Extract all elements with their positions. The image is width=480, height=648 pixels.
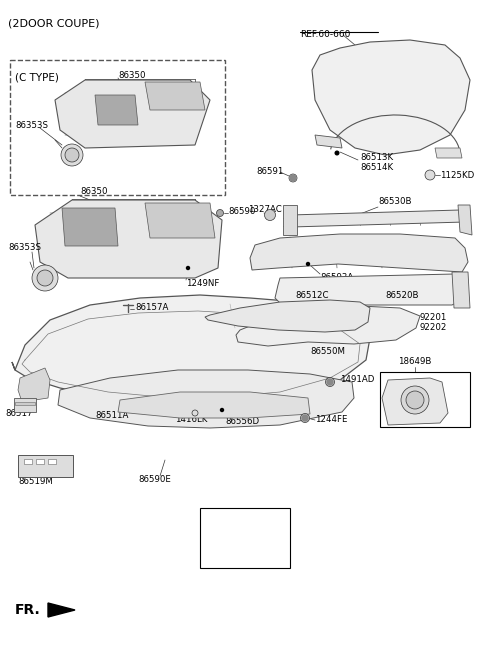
Text: 1249NF: 1249NF xyxy=(186,279,219,288)
Text: 86350: 86350 xyxy=(80,187,108,196)
Text: 86157A: 86157A xyxy=(135,303,168,312)
Polygon shape xyxy=(458,205,472,235)
Text: 86519M: 86519M xyxy=(18,478,53,487)
Bar xyxy=(48,459,56,464)
Polygon shape xyxy=(55,80,210,148)
Text: 86353S: 86353S xyxy=(8,244,41,253)
Circle shape xyxy=(307,262,310,266)
Text: FR.: FR. xyxy=(15,603,41,617)
Text: 18649B: 18649B xyxy=(398,358,432,367)
Circle shape xyxy=(302,415,308,421)
Circle shape xyxy=(32,265,58,291)
Text: 86353S: 86353S xyxy=(15,121,48,130)
Text: REF.60-660: REF.60-660 xyxy=(300,30,350,39)
Text: 1416LK: 1416LK xyxy=(175,415,207,424)
Circle shape xyxy=(325,378,335,386)
Polygon shape xyxy=(145,82,205,110)
Bar xyxy=(380,372,470,427)
Polygon shape xyxy=(382,378,448,425)
Text: 92202: 92202 xyxy=(420,323,447,332)
Text: 86513K: 86513K xyxy=(360,154,393,163)
Text: 86514K: 86514K xyxy=(360,163,393,172)
Circle shape xyxy=(327,379,333,385)
Polygon shape xyxy=(35,200,222,278)
Text: H: H xyxy=(168,91,177,101)
Circle shape xyxy=(406,391,424,409)
Text: 86530B: 86530B xyxy=(378,198,411,207)
Text: 1327AC: 1327AC xyxy=(248,205,282,214)
Circle shape xyxy=(264,209,276,220)
Text: 86556D: 86556D xyxy=(225,417,259,426)
Circle shape xyxy=(192,410,198,416)
Polygon shape xyxy=(145,203,215,238)
Polygon shape xyxy=(315,135,342,148)
Polygon shape xyxy=(58,370,354,428)
Circle shape xyxy=(65,148,79,162)
Circle shape xyxy=(187,266,190,270)
Polygon shape xyxy=(236,306,420,346)
Bar xyxy=(36,459,44,464)
Polygon shape xyxy=(12,295,370,402)
Polygon shape xyxy=(312,40,470,155)
Text: 86593A: 86593A xyxy=(320,273,353,283)
Text: 86517: 86517 xyxy=(5,408,33,417)
Polygon shape xyxy=(95,95,138,125)
Text: 1244FE: 1244FE xyxy=(315,415,348,424)
Bar xyxy=(18,455,73,477)
Polygon shape xyxy=(118,392,310,418)
Text: 86520B: 86520B xyxy=(385,290,419,299)
Text: 86511A: 86511A xyxy=(95,410,128,419)
Text: 86555D: 86555D xyxy=(225,408,259,417)
Bar xyxy=(24,459,32,464)
Polygon shape xyxy=(205,300,370,332)
Polygon shape xyxy=(283,205,297,235)
Bar xyxy=(14,398,36,412)
Polygon shape xyxy=(48,603,75,617)
Text: 86512C: 86512C xyxy=(295,292,328,301)
Polygon shape xyxy=(250,234,468,272)
Text: 86590: 86590 xyxy=(228,207,255,216)
Text: 1125KD: 1125KD xyxy=(440,170,474,179)
Text: 92201: 92201 xyxy=(420,314,447,323)
Circle shape xyxy=(37,270,53,286)
Circle shape xyxy=(425,170,435,180)
Text: 86591: 86591 xyxy=(256,167,283,176)
Text: (C TYPE): (C TYPE) xyxy=(15,72,59,82)
Circle shape xyxy=(220,408,224,411)
Circle shape xyxy=(401,386,429,414)
Circle shape xyxy=(300,413,310,422)
Circle shape xyxy=(290,175,296,181)
Text: (2DOOR COUPE): (2DOOR COUPE) xyxy=(8,18,99,28)
Circle shape xyxy=(335,151,339,155)
Polygon shape xyxy=(290,210,465,227)
Circle shape xyxy=(216,209,224,216)
Text: 12492: 12492 xyxy=(228,513,262,523)
Polygon shape xyxy=(452,272,470,308)
Text: 86590E: 86590E xyxy=(138,476,171,485)
Text: 1491AD: 1491AD xyxy=(340,375,374,384)
Bar xyxy=(15,402,35,405)
Bar xyxy=(200,508,290,568)
Polygon shape xyxy=(18,368,50,402)
Text: 86350: 86350 xyxy=(118,71,145,80)
Text: H: H xyxy=(175,213,185,227)
Text: 86550M: 86550M xyxy=(310,347,345,356)
Circle shape xyxy=(61,144,83,166)
Polygon shape xyxy=(275,274,465,305)
FancyBboxPatch shape xyxy=(10,60,225,195)
Circle shape xyxy=(289,174,297,182)
Polygon shape xyxy=(435,148,462,158)
Polygon shape xyxy=(62,208,118,246)
